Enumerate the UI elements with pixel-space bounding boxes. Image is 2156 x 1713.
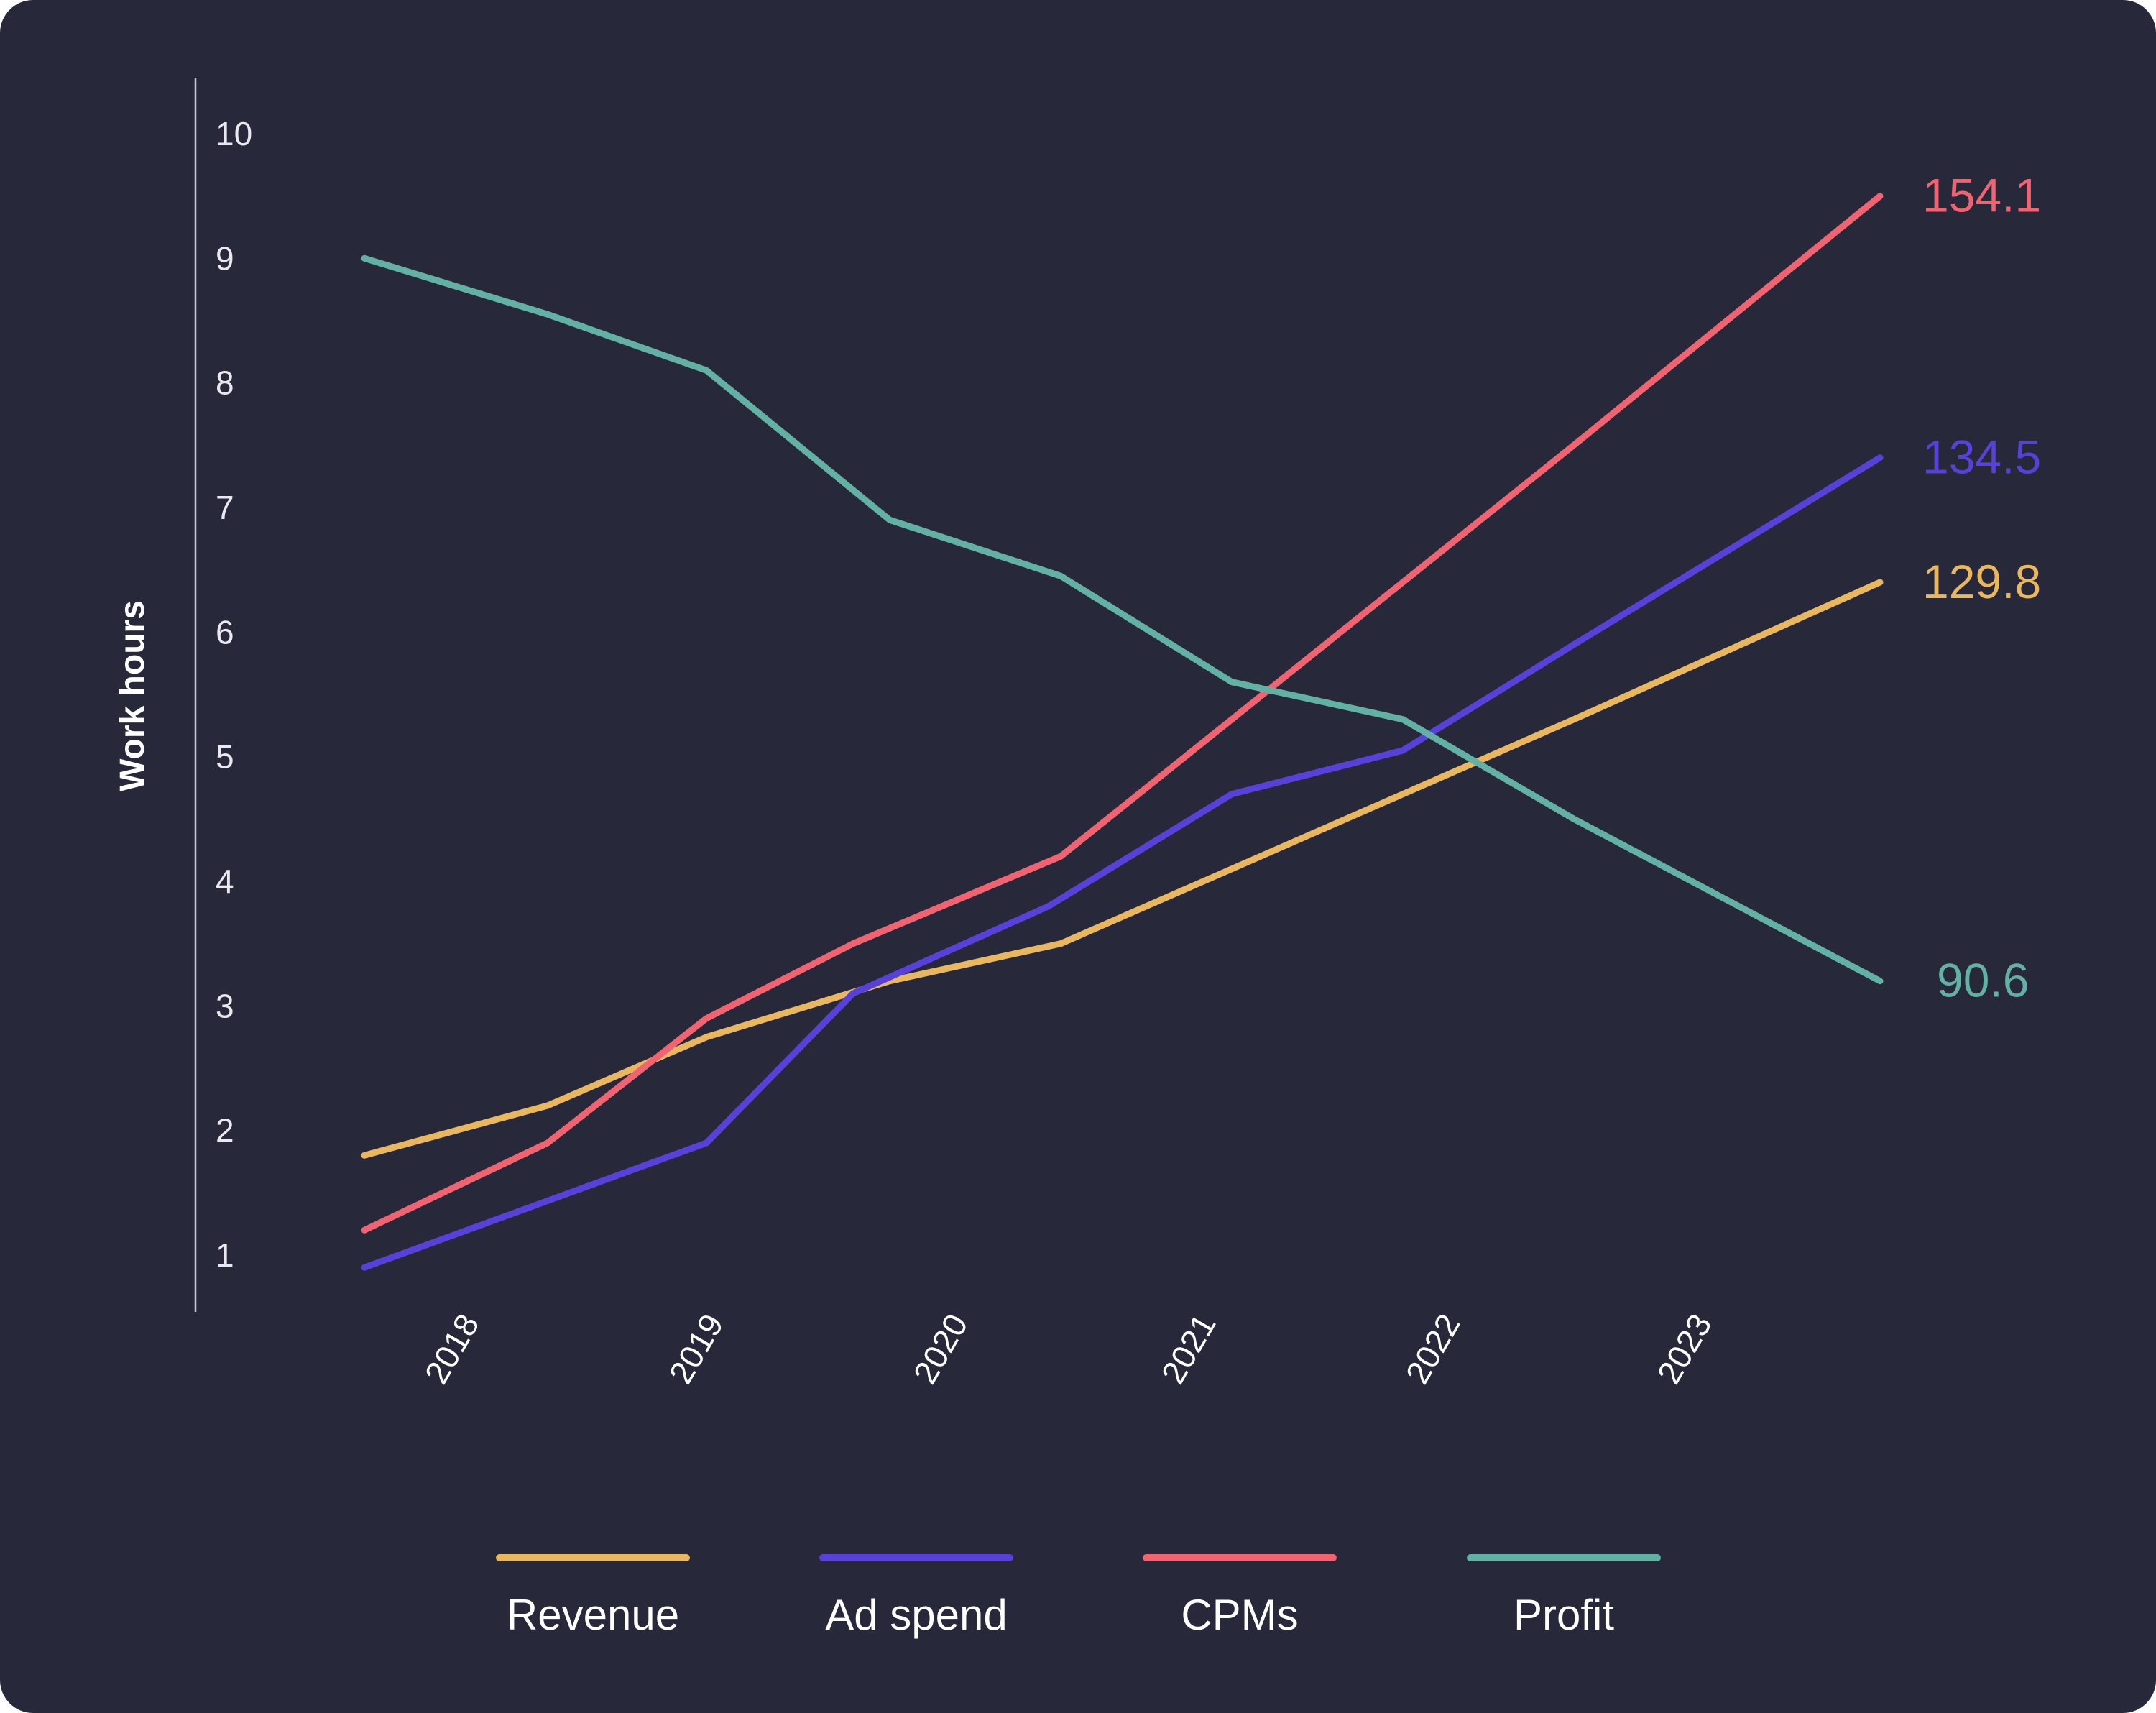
x-tick-label: 2018 (417, 1308, 486, 1390)
y-tick-label: 5 (216, 738, 234, 776)
y-tick-label: 7 (216, 489, 234, 526)
y-axis-title: Work hours (114, 600, 152, 791)
legend-label: CPMs (1181, 1591, 1298, 1639)
end-labels: 129.8 134.5 154.1 90.6 (1922, 169, 2041, 1007)
y-tick-label: 1 (216, 1236, 234, 1274)
y-tick-label: 10 (216, 115, 252, 152)
x-axis-ticks: 2018 2019 2020 2021 2022 2023 (417, 1308, 1718, 1390)
x-tick-label: 2021 (1153, 1308, 1222, 1390)
y-tick-label: 3 (216, 987, 234, 1024)
end-value-label: 129.8 (1922, 555, 2041, 608)
series-line-profit (361, 254, 1884, 985)
series-line-revenue (361, 579, 1884, 1159)
series-lines (361, 193, 1884, 1271)
x-tick-label: 2019 (661, 1308, 730, 1390)
end-value-label: 154.1 (1922, 169, 2041, 222)
y-tick-label: 4 (216, 863, 234, 900)
end-value-label: 90.6 (1937, 954, 2029, 1007)
series-line-ad-spend (361, 454, 1884, 1271)
legend-label: Ad spend (825, 1591, 1008, 1639)
y-axis-ticks: 1 2 3 4 5 6 7 8 9 10 (216, 115, 252, 1274)
y-tick-label: 8 (216, 364, 234, 402)
legend-label: Profit (1514, 1591, 1614, 1639)
y-tick-label: 6 (216, 613, 234, 651)
y-tick-label: 9 (216, 239, 234, 277)
y-tick-label: 2 (216, 1112, 234, 1149)
x-tick-label: 2022 (1398, 1308, 1467, 1390)
series-line-cpms (361, 193, 1884, 1234)
end-value-label: 134.5 (1922, 431, 2041, 484)
legend: Revenue Ad spend CPMs Profit (496, 1554, 1661, 1639)
legend-label: Revenue (507, 1591, 679, 1639)
x-tick-label: 2020 (906, 1308, 975, 1390)
x-tick-label: 2023 (1649, 1308, 1718, 1390)
